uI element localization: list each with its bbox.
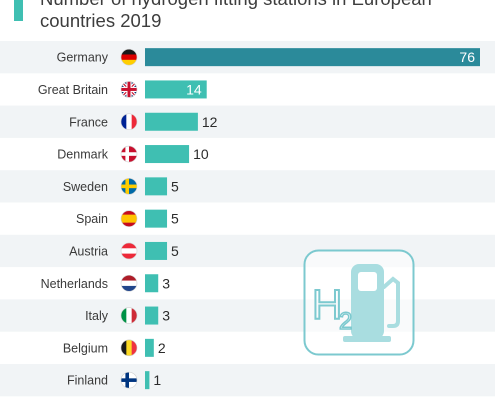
category-label-denmark: Denmark (57, 148, 108, 162)
bar-netherlands (145, 274, 159, 293)
flag-icon-great-britain (120, 81, 138, 98)
bar-germany (145, 48, 480, 67)
flag-icon-austria (120, 242, 138, 260)
bar-france (145, 112, 198, 131)
bar-austria (145, 241, 168, 260)
category-label-france: France (69, 115, 108, 129)
bar-great-britain (145, 80, 207, 99)
category-label-belgium: Belgium (63, 341, 108, 355)
category-label-spain: Spain (76, 212, 108, 226)
value-label-italy: 3 (162, 308, 170, 324)
chart-title: Number of hydrogen fitting stations in E… (40, 0, 432, 31)
bar-belgium (145, 338, 154, 357)
value-label-spain: 5 (171, 211, 179, 227)
category-label-great-britain: Great Britain (38, 83, 108, 97)
row-stripe (0, 105, 495, 138)
value-label-germany: 76 (459, 49, 475, 65)
flag-icon-spain (120, 210, 138, 227)
value-label-great-britain: 14 (186, 81, 202, 97)
category-label-germany: Germany (57, 51, 109, 65)
hydrogen-fuel-pump-icon: H 2 (303, 249, 415, 356)
flag-icon-italy (120, 307, 138, 324)
value-label-austria: 5 (171, 243, 179, 259)
value-label-finland: 1 (153, 372, 161, 388)
row-stripe (0, 170, 495, 203)
bar-italy (145, 306, 159, 325)
bar-sweden (145, 177, 168, 196)
category-label-finland: Finland (67, 374, 108, 388)
logo-h-letter: H (312, 281, 342, 328)
category-label-sweden: Sweden (63, 180, 108, 194)
value-label-belgium: 2 (158, 340, 166, 356)
bar-spain (145, 209, 168, 228)
flag-icon-sweden (120, 178, 138, 195)
pump-base (343, 336, 391, 342)
category-label-austria: Austria (69, 244, 108, 258)
bar-finland (145, 371, 150, 390)
flag-icon-netherlands (120, 274, 138, 292)
value-label-netherlands: 3 (162, 275, 170, 291)
flag-icon-belgium (120, 339, 138, 357)
flag-icon-france (120, 113, 138, 131)
value-label-france: 12 (202, 114, 218, 130)
flag-icon-finland (120, 371, 138, 389)
category-label-italy: Italy (85, 309, 109, 323)
flag-icon-denmark (120, 145, 138, 163)
pump-hose (382, 276, 400, 328)
title-accent-bar (14, 0, 23, 21)
category-label-netherlands: Netherlands (41, 277, 108, 291)
row-stripe (0, 364, 495, 397)
flag-icon-germany (120, 48, 138, 66)
value-label-denmark: 10 (193, 146, 209, 162)
value-label-sweden: 5 (171, 178, 179, 194)
logo-subscript-2: 2 (339, 308, 352, 335)
row-stripe (0, 299, 495, 332)
bar-denmark (145, 145, 190, 164)
pump-window (358, 272, 377, 291)
